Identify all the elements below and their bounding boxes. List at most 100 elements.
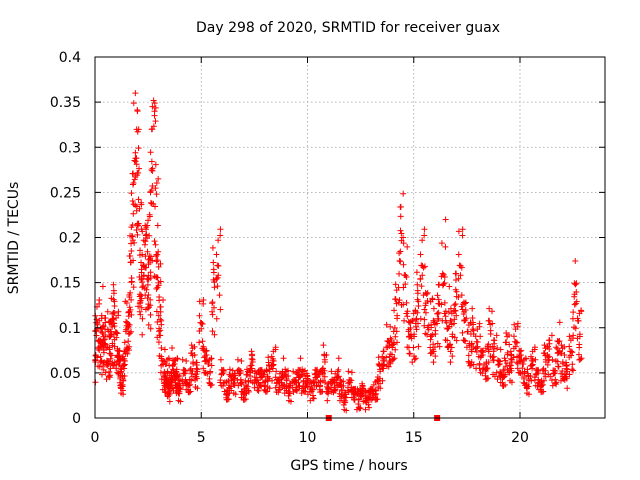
data-point xyxy=(321,356,328,363)
data-point xyxy=(491,337,498,344)
data-point xyxy=(202,348,209,355)
data-point xyxy=(131,239,138,246)
data-point xyxy=(125,313,132,320)
data-point xyxy=(190,360,197,367)
data-point xyxy=(502,371,509,378)
data-point xyxy=(487,327,494,334)
data-point xyxy=(559,360,566,367)
data-point xyxy=(247,362,254,369)
data-point xyxy=(554,358,561,365)
data-point xyxy=(188,377,195,384)
data-point xyxy=(299,366,306,373)
data-point xyxy=(434,292,441,299)
data-point xyxy=(153,251,160,258)
x-tick-label: 5 xyxy=(197,430,206,446)
data-point xyxy=(147,269,154,276)
data-point xyxy=(196,312,203,319)
data-point xyxy=(452,301,459,308)
data-point xyxy=(130,170,137,177)
data-point xyxy=(435,316,442,323)
data-point xyxy=(349,388,356,395)
data-point xyxy=(264,373,271,380)
data-point xyxy=(261,371,268,378)
data-point xyxy=(247,369,254,376)
data-point xyxy=(193,373,200,380)
data-point xyxy=(110,316,117,323)
data-point xyxy=(556,319,563,326)
y-tick-label: 0.05 xyxy=(50,366,81,382)
x-axis-label: GPS time / hours xyxy=(290,458,407,474)
data-point xyxy=(541,342,548,349)
data-point xyxy=(544,343,551,350)
data-point xyxy=(483,375,490,382)
data-point xyxy=(448,344,455,351)
data-point xyxy=(282,366,289,373)
data-point xyxy=(131,176,138,183)
data-point xyxy=(564,385,571,392)
data-point xyxy=(503,329,510,336)
data-point xyxy=(290,389,297,396)
data-point xyxy=(400,190,407,197)
data-point xyxy=(132,149,139,156)
data-point xyxy=(116,347,123,354)
data-point xyxy=(119,372,126,379)
data-point xyxy=(192,383,199,390)
data-point xyxy=(459,232,466,239)
data-point xyxy=(134,170,141,177)
data-point xyxy=(121,365,128,372)
data-point xyxy=(502,357,509,364)
data-point xyxy=(213,275,220,282)
data-point xyxy=(292,379,299,386)
data-point xyxy=(129,181,136,188)
data-point xyxy=(266,366,273,373)
data-point xyxy=(489,354,496,361)
data-point xyxy=(344,384,351,391)
data-point xyxy=(106,333,113,340)
data-point xyxy=(153,258,160,265)
data-point xyxy=(447,305,454,312)
data-point xyxy=(372,387,379,394)
data-point xyxy=(158,317,165,324)
data-point xyxy=(465,352,472,359)
data-point xyxy=(448,317,455,324)
data-point xyxy=(462,299,469,306)
data-point xyxy=(391,355,398,362)
data-point xyxy=(407,325,414,332)
data-point xyxy=(198,319,205,326)
data-point xyxy=(572,300,579,307)
data-point xyxy=(167,390,174,397)
data-point xyxy=(556,338,563,345)
data-point xyxy=(555,338,562,345)
data-point xyxy=(200,365,207,372)
data-point xyxy=(302,367,309,374)
data-point xyxy=(255,387,262,394)
data-point xyxy=(297,355,304,362)
data-point xyxy=(143,264,150,271)
data-point xyxy=(199,321,206,328)
data-point xyxy=(474,343,481,350)
data-point xyxy=(155,339,162,346)
data-point xyxy=(208,355,215,362)
data-point xyxy=(237,370,244,377)
data-point xyxy=(572,257,579,264)
data-point xyxy=(571,301,578,308)
data-point xyxy=(158,345,165,352)
data-point xyxy=(573,289,580,296)
data-point xyxy=(211,331,218,338)
data-point xyxy=(157,303,164,310)
data-point xyxy=(129,198,136,205)
data-point xyxy=(251,368,258,375)
data-point xyxy=(275,389,282,396)
data-point xyxy=(434,310,441,317)
data-point xyxy=(136,308,143,315)
data-point xyxy=(115,312,122,319)
data-point xyxy=(396,270,403,277)
data-point xyxy=(145,292,152,299)
data-point xyxy=(396,250,403,257)
data-point xyxy=(124,350,131,357)
data-point xyxy=(99,283,106,290)
data-point xyxy=(107,355,114,362)
data-point xyxy=(571,293,578,300)
data-point xyxy=(577,356,584,363)
data-point xyxy=(397,203,404,210)
